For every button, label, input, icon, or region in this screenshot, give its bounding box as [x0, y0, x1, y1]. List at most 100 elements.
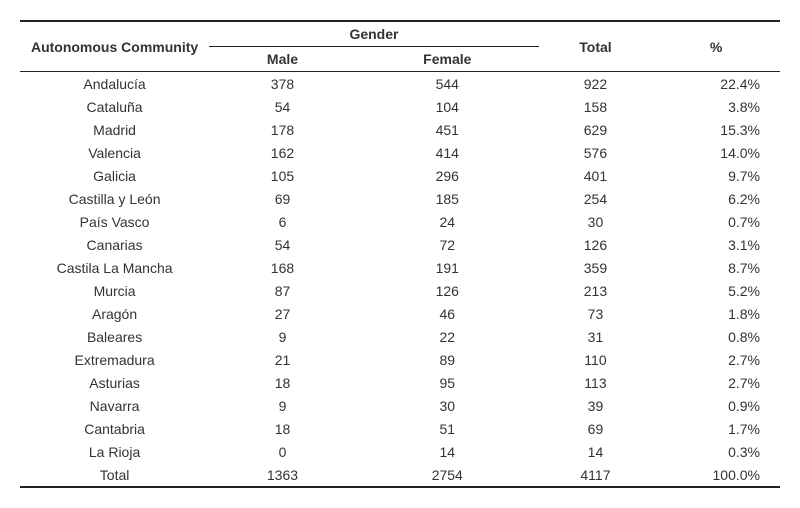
cell-female: 95: [356, 371, 539, 394]
cell-male: 9: [209, 394, 356, 417]
cell-percent: 0.3%: [652, 440, 780, 463]
cell-total: 14: [539, 440, 652, 463]
cell-male: 9: [209, 325, 356, 348]
cell-percent: 1.7%: [652, 417, 780, 440]
table-row: Valencia16241457614.0%: [20, 141, 780, 164]
table-row: Madrid17845162915.3%: [20, 118, 780, 141]
cell-total: 254: [539, 187, 652, 210]
cell-male: 378: [209, 72, 356, 96]
header-percent: %: [652, 21, 780, 72]
cell-total: 213: [539, 279, 652, 302]
cell-community: Andalucía: [20, 72, 209, 96]
cell-female: 451: [356, 118, 539, 141]
header-total: Total: [539, 21, 652, 72]
cell-percent: 6.2%: [652, 187, 780, 210]
cell-community: Valencia: [20, 141, 209, 164]
cell-female: 24: [356, 210, 539, 233]
cell-percent: 3.8%: [652, 95, 780, 118]
cell-community: Murcia: [20, 279, 209, 302]
cell-total: 113: [539, 371, 652, 394]
cell-male: 54: [209, 233, 356, 256]
cell-percent: 22.4%: [652, 72, 780, 96]
cell-community: Madrid: [20, 118, 209, 141]
table-row: Galicia1052964019.7%: [20, 164, 780, 187]
cell-male: 27: [209, 302, 356, 325]
cell-female: 191: [356, 256, 539, 279]
table-row-total: Total136327544117100.0%: [20, 463, 780, 487]
cell-percent: 9.7%: [652, 164, 780, 187]
cell-percent: 5.2%: [652, 279, 780, 302]
cell-percent: 2.7%: [652, 348, 780, 371]
cell-male: 18: [209, 371, 356, 394]
cell-male: 1363: [209, 463, 356, 487]
cell-percent: 8.7%: [652, 256, 780, 279]
cell-percent: 0.8%: [652, 325, 780, 348]
cell-percent: 15.3%: [652, 118, 780, 141]
cell-community: Castilla y León: [20, 187, 209, 210]
cell-community: Cantabria: [20, 417, 209, 440]
cell-community: La Rioja: [20, 440, 209, 463]
table-row: Asturias18951132.7%: [20, 371, 780, 394]
cell-female: 89: [356, 348, 539, 371]
table-row: Navarra930390.9%: [20, 394, 780, 417]
cell-percent: 0.9%: [652, 394, 780, 417]
cell-male: 162: [209, 141, 356, 164]
table-row: Murcia871262135.2%: [20, 279, 780, 302]
cell-community: Baleares: [20, 325, 209, 348]
cell-male: 87: [209, 279, 356, 302]
cell-community: Navarra: [20, 394, 209, 417]
cell-female: 46: [356, 302, 539, 325]
table-row: Castilla y León691852546.2%: [20, 187, 780, 210]
table-row: Extremadura21891102.7%: [20, 348, 780, 371]
table-row: Castila La Mancha1681913598.7%: [20, 256, 780, 279]
cell-female: 72: [356, 233, 539, 256]
cell-total: 39: [539, 394, 652, 417]
cell-female: 2754: [356, 463, 539, 487]
table-row: País Vasco624300.7%: [20, 210, 780, 233]
cell-female: 14: [356, 440, 539, 463]
cell-total: 126: [539, 233, 652, 256]
cell-male: 178: [209, 118, 356, 141]
cell-percent: 100.0%: [652, 463, 780, 487]
cell-percent: 3.1%: [652, 233, 780, 256]
cell-percent: 1.8%: [652, 302, 780, 325]
cell-community: Total: [20, 463, 209, 487]
header-community: Autonomous Community: [20, 21, 209, 72]
header-female: Female: [356, 47, 539, 72]
cell-male: 6: [209, 210, 356, 233]
cell-female: 30: [356, 394, 539, 417]
cell-total: 110: [539, 348, 652, 371]
cell-female: 544: [356, 72, 539, 96]
header-gender-group: Gender: [209, 21, 539, 47]
table-row: Aragón2746731.8%: [20, 302, 780, 325]
cell-total: 73: [539, 302, 652, 325]
cell-female: 51: [356, 417, 539, 440]
cell-percent: 14.0%: [652, 141, 780, 164]
table-row: Cantabria1851691.7%: [20, 417, 780, 440]
cell-total: 576: [539, 141, 652, 164]
cell-community: Asturias: [20, 371, 209, 394]
cell-community: País Vasco: [20, 210, 209, 233]
cell-community: Galicia: [20, 164, 209, 187]
cell-percent: 0.7%: [652, 210, 780, 233]
cell-female: 185: [356, 187, 539, 210]
cell-male: 21: [209, 348, 356, 371]
cell-female: 22: [356, 325, 539, 348]
cell-total: 401: [539, 164, 652, 187]
cell-male: 0: [209, 440, 356, 463]
table-row: Baleares922310.8%: [20, 325, 780, 348]
cell-community: Canarias: [20, 233, 209, 256]
table-row: Canarias54721263.1%: [20, 233, 780, 256]
cell-male: 105: [209, 164, 356, 187]
table-row: La Rioja014140.3%: [20, 440, 780, 463]
cell-male: 69: [209, 187, 356, 210]
cell-male: 168: [209, 256, 356, 279]
cell-total: 922: [539, 72, 652, 96]
cell-percent: 2.7%: [652, 371, 780, 394]
community-gender-table: Autonomous Community Gender Total % Male…: [20, 20, 780, 488]
cell-community: Cataluña: [20, 95, 209, 118]
cell-male: 18: [209, 417, 356, 440]
cell-total: 629: [539, 118, 652, 141]
cell-total: 31: [539, 325, 652, 348]
table-body: Andalucía37854492222.4%Cataluña541041583…: [20, 72, 780, 488]
